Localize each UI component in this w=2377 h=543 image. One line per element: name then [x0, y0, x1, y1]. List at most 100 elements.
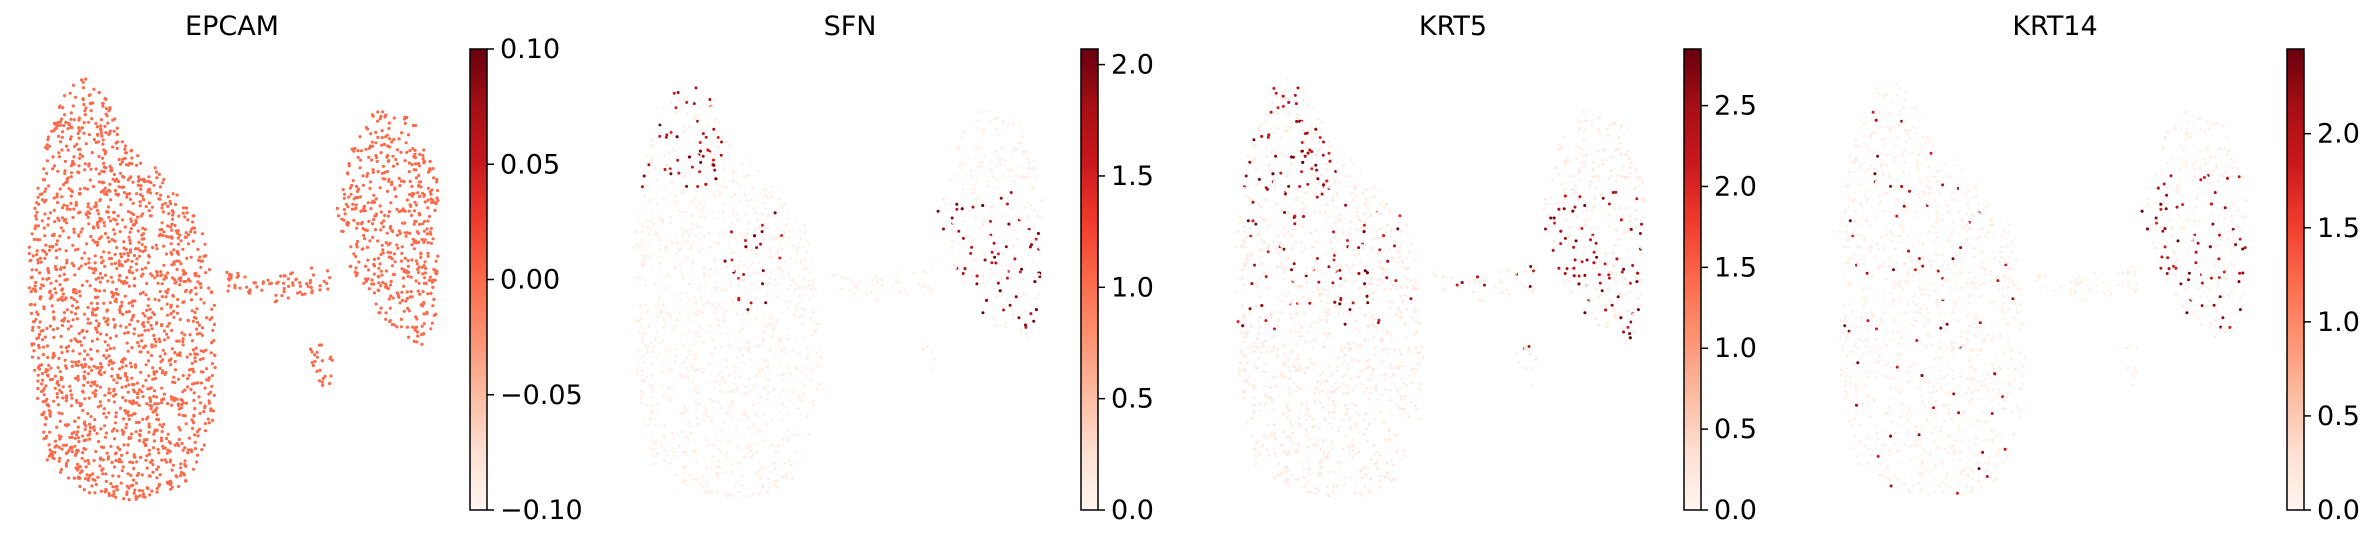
scatter-point: [678, 265, 682, 269]
scatter-point: [686, 436, 690, 439]
scatter-point: [66, 127, 70, 131]
scatter-point: [65, 277, 69, 282]
scatter-point: [83, 251, 87, 255]
scatter-point: [52, 457, 56, 461]
scatter-point: [665, 244, 669, 248]
scatter-point: [138, 434, 142, 438]
scatter-point: [1607, 299, 1611, 302]
scatter-point: [109, 275, 113, 279]
scatter-point: [365, 127, 370, 131]
scatter-point: [687, 377, 690, 381]
scatter-point: [801, 275, 804, 279]
scatter-point: [75, 142, 79, 146]
scatter-point: [929, 290, 932, 294]
scatter-point: [89, 207, 93, 211]
scatter-point: [39, 260, 43, 264]
scatter-point: [715, 280, 719, 284]
scatter-point: [787, 388, 791, 392]
scatter-point: [195, 307, 199, 311]
scatter-point: [153, 344, 157, 348]
scatter-point: [925, 345, 929, 348]
scatter-point: [142, 198, 146, 202]
scatter-point: [730, 230, 733, 234]
scatter-point: [874, 275, 877, 279]
scatter-point: [1018, 124, 1021, 127]
scatter-point: [368, 144, 372, 148]
scatter-point: [992, 316, 996, 320]
scatter-point: [166, 287, 170, 292]
scatter-point: [371, 235, 375, 239]
scatter-point: [107, 354, 111, 358]
scatter-point: [170, 209, 174, 213]
scatter-point: [129, 484, 133, 488]
scatter-point: [1298, 185, 1302, 188]
scatter-point: [1330, 390, 1333, 394]
scatter-point: [84, 106, 88, 110]
scatter-point: [192, 391, 196, 395]
scatter-point: [124, 384, 128, 388]
scatter-point: [63, 159, 67, 163]
scatter-point: [119, 324, 123, 328]
scatter-point: [77, 211, 81, 215]
scatter-point: [725, 365, 728, 369]
scatter-point: [719, 389, 722, 393]
scatter-point: [126, 209, 130, 214]
scatter-point: [374, 214, 378, 218]
scatter-point: [60, 135, 64, 139]
scatter-point: [126, 258, 130, 262]
scatter-point: [106, 236, 110, 240]
scatter-point: [658, 238, 662, 242]
scatter-point: [120, 358, 124, 362]
scatter-point: [158, 289, 162, 294]
scatter-point: [640, 379, 644, 383]
scatter-point: [773, 211, 777, 215]
scatter-point: [975, 274, 979, 278]
scatter-point: [57, 459, 61, 463]
scatter-point: [139, 184, 143, 188]
scatter-point: [975, 146, 979, 150]
scatter-point: [698, 201, 702, 205]
scatter-point: [663, 168, 667, 171]
scatter-point: [643, 420, 647, 424]
scatter-point: [372, 264, 377, 268]
scatter-point: [198, 357, 202, 362]
scatter-point: [671, 327, 674, 331]
scatter-point: [174, 202, 178, 207]
scatter-point: [421, 272, 425, 276]
scatter-point: [110, 460, 114, 464]
scatter-point: [685, 484, 689, 488]
scatter-point: [59, 467, 64, 472]
scatter-point: [1011, 313, 1015, 317]
scatter-point: [46, 138, 50, 142]
scatter-point: [988, 120, 992, 123]
scatter-point: [126, 390, 130, 394]
scatter-point: [376, 288, 380, 292]
scatter-point: [801, 364, 805, 368]
scatter-point: [155, 486, 159, 491]
scatter-point: [1260, 216, 1263, 220]
scatter-point: [744, 267, 748, 271]
scatter-point: [708, 415, 712, 419]
scatter-point: [1326, 300, 1330, 304]
scatter-point: [371, 170, 375, 174]
scatter-point: [115, 126, 119, 130]
scatter-point: [673, 194, 677, 198]
scatter-point: [651, 396, 654, 399]
scatter-point: [707, 490, 711, 494]
scatter-point: [655, 202, 659, 206]
scatter-point: [728, 374, 731, 377]
scatter-point: [664, 345, 668, 349]
scatter-point: [169, 202, 173, 206]
scatter-point: [400, 245, 404, 249]
scatter-point: [85, 242, 89, 246]
scatter-point: [750, 341, 753, 345]
scatter-point: [761, 338, 765, 342]
scatter-point: [788, 398, 791, 402]
scatter-point: [1400, 360, 1403, 364]
scatter-point: [881, 283, 884, 287]
scatter-point: [674, 106, 678, 110]
scatter-point: [82, 131, 86, 135]
scatter-point: [323, 374, 327, 378]
scatter-point: [212, 322, 217, 327]
scatter-point: [990, 272, 993, 276]
